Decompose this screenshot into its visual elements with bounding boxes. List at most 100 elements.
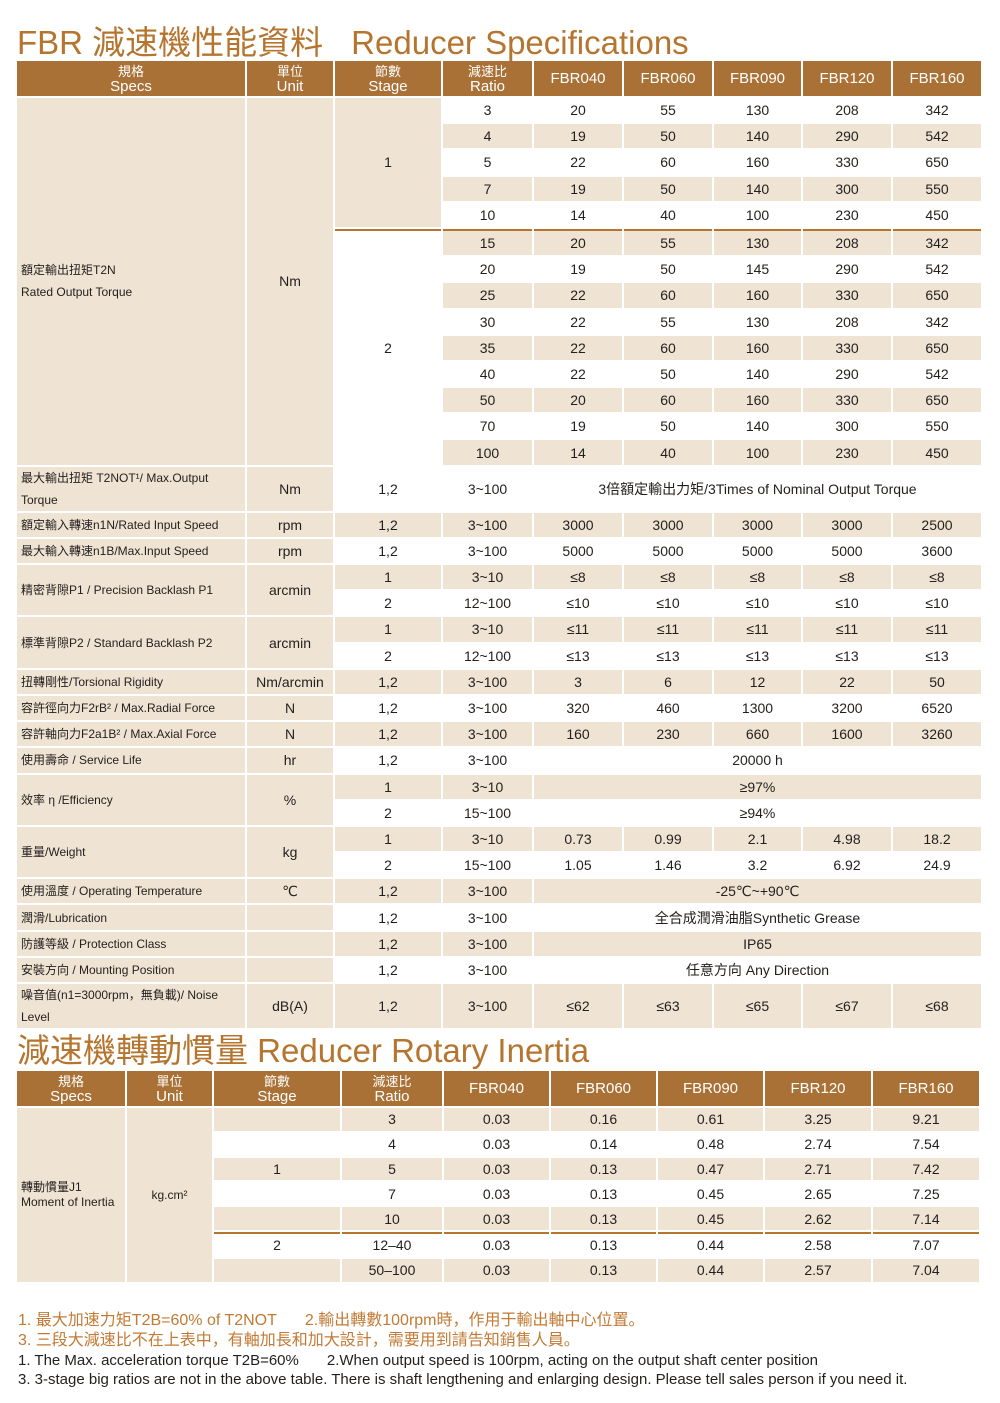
- value-cell: ≤65: [714, 984, 801, 1028]
- spec-label: 效率 η /Efficiency: [17, 774, 245, 825]
- unit-cell: Nm/arcmin: [247, 669, 333, 694]
- table-row: 2 12–40 0.03 0.13 0.44 2.58 7.07: [17, 1231, 979, 1257]
- model-header: FBR040: [534, 61, 622, 96]
- value-cell: 2.62: [765, 1207, 871, 1230]
- table-row: 容許軸向力F2a1B² / Max.Axial Force N 1,2 3~100 16…: [17, 722, 981, 747]
- value-cell: 290: [803, 361, 891, 387]
- value-cell: 3200: [803, 695, 891, 721]
- value-cell: 160: [534, 722, 622, 747]
- value-cell: 330: [803, 388, 891, 413]
- ratio-cell: 3~100: [443, 669, 532, 694]
- merged-value-cell: 20000 h: [534, 748, 981, 773]
- header-en: Stage: [368, 77, 408, 95]
- value-cell: 3000: [803, 512, 891, 537]
- table-row: 額定輸出扭矩T2N Rated Output Torque Nm 1 3 20 55 130 2…: [17, 98, 981, 465]
- spec-label: 轉動慣量J1 Moment of Inertia: [17, 1108, 125, 1282]
- ratio-cell: 50–100: [342, 1258, 442, 1282]
- value-cell: 0.03: [444, 1231, 549, 1257]
- value-cell: 230: [803, 440, 891, 465]
- value-cell: ≤13: [893, 643, 981, 668]
- unit-cell: [247, 931, 333, 956]
- column-header: 節數 Stage: [335, 61, 441, 96]
- value-cell: 330: [803, 150, 891, 175]
- value-cell: 140: [714, 361, 801, 387]
- stage-cell: 1,2: [335, 512, 441, 537]
- value-cell: 100: [714, 440, 801, 465]
- spec-en: Rated Output Torque: [21, 285, 133, 300]
- merged-value-cell: ≥94%: [534, 800, 981, 825]
- header-en: Unit: [276, 77, 304, 95]
- value-cell: 60: [624, 388, 712, 413]
- stage-cell: [214, 1132, 340, 1156]
- header-zh: 節數: [374, 63, 401, 79]
- value-cell: 22: [534, 335, 622, 360]
- model-header: FBR160: [893, 61, 981, 96]
- stage-cell: [214, 1182, 340, 1206]
- value-cell: ≤8: [893, 565, 981, 590]
- spec-label: 標準背隙P2 / Standard Backlash P2: [17, 617, 245, 668]
- value-cell: 22: [803, 669, 891, 694]
- ratio-cell: 15: [443, 228, 532, 256]
- value-cell: 5000: [624, 538, 712, 563]
- unit-cell: ℃: [247, 879, 333, 904]
- value-cell: 0.48: [658, 1132, 763, 1156]
- table-row: 使用壽命 / Service Life hr 1,2 3~100 20000 h: [17, 748, 981, 773]
- table-row: 防護等級 / Protection Class 1,2 3~100 IP65: [17, 931, 981, 956]
- value-cell: 2.74: [765, 1132, 871, 1156]
- table-row: 潤滑/Lubrication 1,2 3~100 全合成潤滑油脂Synthetic G…: [17, 905, 981, 930]
- value-cell: 60: [624, 335, 712, 360]
- stage-cell: 1,2: [335, 879, 441, 904]
- table-row: 10 14 40 100 230 450: [17, 202, 981, 227]
- value-cell: 2500: [893, 512, 981, 537]
- table-row: 轉動慣量J1 Moment of Inertia kg.cm² 3 0.03 0.16 0.…: [17, 1108, 979, 1282]
- value-cell: 160: [714, 283, 801, 308]
- value-cell: 0.03: [444, 1207, 549, 1230]
- header-zh: 單位: [156, 1073, 183, 1089]
- value-cell: 50: [624, 124, 712, 149]
- value-cell: ≤63: [624, 984, 712, 1028]
- ratio-cell: 3~100: [443, 748, 532, 773]
- value-cell: 140: [714, 414, 801, 439]
- model-header: FBR120: [803, 61, 891, 96]
- inertia-title: 減速機轉動慣量 Reducer Rotary Inertia: [17, 1032, 590, 1069]
- stage-cell: 2: [335, 591, 441, 616]
- value-cell: 3000: [534, 512, 622, 537]
- value-cell: 290: [803, 124, 891, 149]
- value-cell: 1600: [803, 722, 891, 747]
- ratio-cell: 3~10: [443, 617, 532, 642]
- spec-label: 扭轉剛性/Torsional Rigidity: [17, 669, 245, 694]
- model-header: FBR160: [873, 1071, 979, 1106]
- unit-cell: kg.cm²: [127, 1108, 212, 1282]
- value-cell: 55: [624, 228, 712, 256]
- value-cell: 14: [534, 202, 622, 227]
- value-cell: 130: [714, 228, 801, 256]
- ratio-cell: 70: [443, 414, 532, 439]
- spec-label: 容許軸向力F2a1B² / Max.Axial Force: [17, 722, 245, 747]
- table-row: 70 19 50 140 300 550: [17, 414, 981, 439]
- value-cell: 550: [893, 176, 981, 201]
- ratio-cell: 4: [443, 124, 532, 149]
- table-row: 50 20 60 160 330 650: [17, 388, 981, 413]
- stage-cell: [214, 1207, 340, 1230]
- table-row: 30 22 55 130 208 342: [17, 309, 981, 334]
- ratio-cell: 10: [443, 202, 532, 227]
- value-cell: 50: [624, 361, 712, 387]
- value-cell: 19: [534, 124, 622, 149]
- ratio-cell: 20: [443, 257, 532, 282]
- table-row: 最大輸入轉速n1B/Max.Input Speed rpm 1,2 3~100 5000…: [17, 538, 981, 563]
- value-cell: 22: [534, 283, 622, 308]
- value-cell: 7.25: [873, 1182, 979, 1206]
- table-row: 35 22 60 160 330 650: [17, 335, 981, 360]
- ratio-cell: 3: [342, 1108, 442, 1131]
- column-header: 減速比 Ratio: [342, 1071, 442, 1106]
- column-header: 減速比 Ratio: [443, 61, 532, 96]
- stage-cell: 1,2: [335, 695, 441, 721]
- value-cell: ≤11: [803, 617, 891, 642]
- column-header: 規格 Specs: [17, 1071, 125, 1106]
- value-cell: ≤8: [714, 565, 801, 590]
- value-cell: 19: [534, 257, 622, 282]
- value-cell: 50: [624, 257, 712, 282]
- value-cell: 230: [803, 202, 891, 227]
- value-cell: 0.44: [658, 1258, 763, 1282]
- value-cell: 650: [893, 150, 981, 175]
